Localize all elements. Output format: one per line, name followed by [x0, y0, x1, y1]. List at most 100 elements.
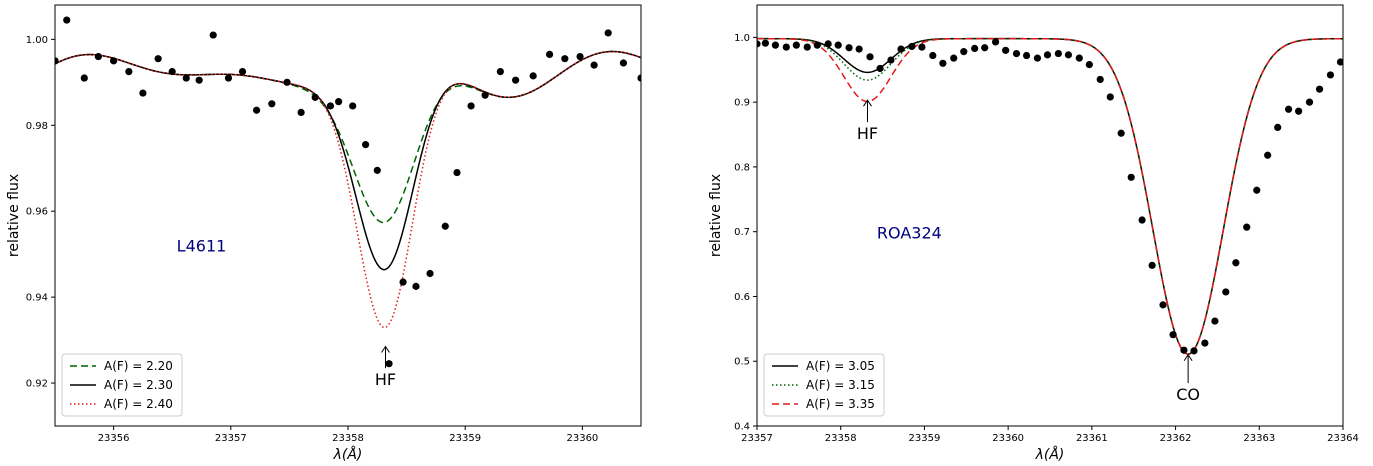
y-axis-label: relative flux	[708, 174, 724, 257]
x-tick-label: 23363	[1243, 433, 1275, 444]
annotation-arrowhead	[863, 99, 872, 107]
legend-entry: A(F) = 3.05	[806, 359, 875, 373]
data-point	[373, 166, 381, 174]
y-axis-label: relative flux	[6, 174, 22, 257]
x-tick-label: 23358	[825, 433, 857, 444]
data-point	[981, 44, 989, 52]
x-axis-label: λ(Å)	[333, 446, 363, 463]
data-point	[426, 269, 434, 278]
data-point	[252, 106, 261, 114]
data-point	[637, 74, 641, 82]
legend: A(F) = 2.20 A(F) = 2.30 A(F) = 2.40	[61, 353, 183, 417]
data-point	[576, 52, 584, 61]
data-point	[238, 67, 247, 76]
data-point	[876, 64, 884, 73]
data-point	[1002, 46, 1010, 54]
x-tick-label: 23360	[992, 433, 1024, 444]
x-tick-label: 23359	[449, 433, 481, 444]
data-point	[1012, 49, 1021, 58]
data-point	[481, 91, 489, 99]
data-point	[467, 102, 475, 110]
chart-panel-l4611: 23356 23357 23358 23359 23360 0.92 0.94 0.96 0.9…	[6, 4, 642, 463]
y-tick-label: 0.96	[26, 207, 48, 218]
data-point	[1127, 173, 1135, 181]
data-point	[960, 48, 968, 56]
data-point	[1295, 107, 1303, 115]
model-curves	[757, 37, 1343, 355]
x-tick-label: 23358	[332, 433, 364, 444]
data-point	[168, 67, 176, 76]
series-line-3	[55, 50, 641, 329]
x-tick-label: 23361	[1076, 433, 1108, 444]
model-curves	[55, 50, 641, 329]
data-point	[1336, 58, 1343, 66]
data-point	[604, 29, 612, 37]
data-point	[1106, 93, 1114, 101]
data-point	[94, 52, 102, 61]
data-point	[335, 98, 343, 106]
y-tick-label: 0.6	[734, 292, 750, 303]
data-point	[1190, 347, 1198, 355]
legend-box	[763, 353, 885, 417]
series-line-1	[757, 37, 1343, 355]
data-point	[950, 54, 958, 62]
data-point	[1253, 186, 1261, 194]
data-point	[496, 67, 504, 76]
data-point	[1075, 54, 1083, 62]
data-point	[1169, 331, 1177, 339]
data-point	[824, 40, 832, 48]
data-point	[55, 57, 59, 65]
y-tick-label: 0.94	[26, 293, 48, 304]
data-point	[908, 42, 916, 51]
data-point	[361, 141, 370, 149]
data-point	[1180, 346, 1188, 354]
series-line-2	[55, 50, 641, 271]
legend: A(F) = 3.05 A(F) = 3.15 A(F) = 3.35	[763, 353, 885, 417]
legend-entry: A(F) = 3.15	[806, 378, 875, 392]
data-point	[887, 56, 895, 64]
data-point	[561, 55, 569, 63]
data-point	[224, 74, 233, 82]
data-point	[511, 76, 520, 84]
x-tick-label: 23356	[98, 433, 130, 444]
data-point	[918, 43, 926, 51]
y-tick-label: 0.7	[734, 227, 750, 238]
data-point	[939, 59, 947, 67]
data-point	[311, 93, 319, 101]
y-tick-label: 1.00	[26, 35, 48, 46]
data-point	[1232, 259, 1240, 267]
annotation-arrowhead	[1183, 353, 1193, 362]
observed-points	[55, 16, 641, 368]
data-point	[1054, 49, 1062, 58]
data-point	[1148, 261, 1156, 269]
data-point	[441, 222, 449, 230]
data-point	[1284, 105, 1293, 113]
data-point	[349, 102, 357, 110]
legend-entry: A(F) = 2.20	[104, 359, 173, 373]
chart-panel-roa324: 23357 23358 23359 23360 23361 23362 23363 23364…	[708, 4, 1359, 463]
x-tick-label: 23359	[909, 433, 941, 444]
data-point	[195, 76, 203, 84]
data-point	[297, 108, 305, 116]
data-point	[399, 278, 407, 286]
data-point	[803, 43, 811, 51]
x-tick-label: 23357	[215, 433, 247, 444]
legend-entry: A(F) = 3.35	[806, 397, 875, 411]
annotation-label: HF	[857, 124, 878, 143]
x-tick-label: 23360	[566, 433, 598, 444]
data-point	[412, 282, 420, 290]
data-point	[771, 41, 780, 49]
series-line-3	[757, 37, 1343, 355]
star-label: ROA324	[877, 224, 942, 243]
data-point	[1222, 288, 1230, 296]
data-point	[782, 43, 790, 51]
data-point	[845, 44, 853, 52]
y-tick-label: 0.9	[734, 98, 750, 109]
data-point	[929, 51, 937, 60]
data-point	[63, 16, 71, 24]
data-point	[1043, 51, 1052, 59]
x-tick-label: 23364	[1327, 433, 1359, 444]
data-point	[125, 67, 133, 76]
y-tick-label: 0.92	[26, 379, 48, 390]
